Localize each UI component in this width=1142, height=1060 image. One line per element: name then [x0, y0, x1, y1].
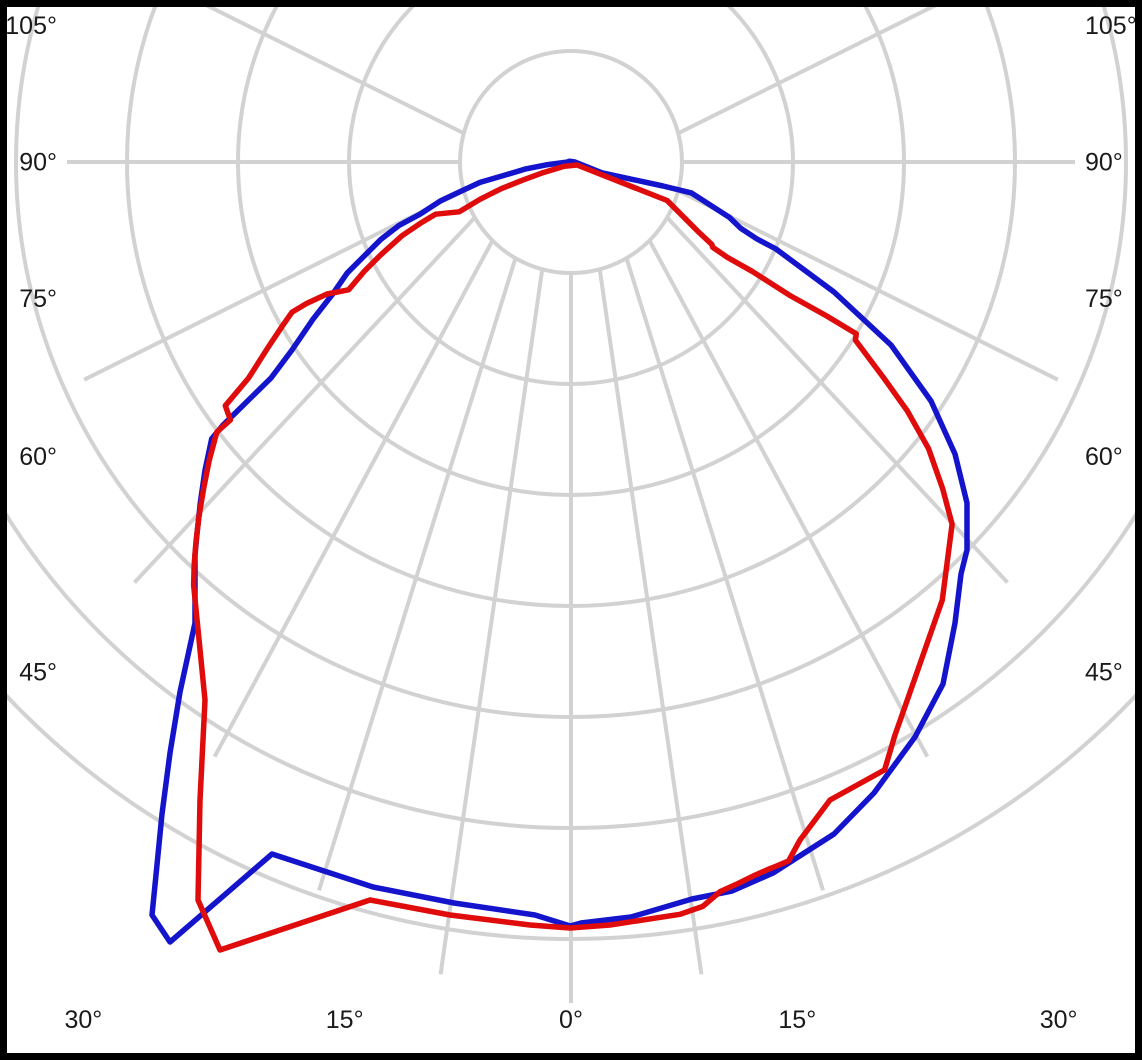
svg-text:105°: 105°	[5, 12, 57, 40]
svg-text:60°: 60°	[19, 443, 57, 471]
svg-text:15°: 15°	[326, 1006, 364, 1034]
svg-text:30°: 30°	[64, 1006, 102, 1034]
svg-text:90°: 90°	[19, 149, 57, 177]
svg-text:60°: 60°	[1085, 443, 1123, 471]
svg-text:15°: 15°	[778, 1006, 816, 1034]
svg-text:105°: 105°	[1085, 12, 1137, 40]
svg-text:45°: 45°	[1085, 659, 1123, 687]
svg-text:0°: 0°	[559, 1006, 583, 1034]
svg-text:75°: 75°	[19, 285, 57, 313]
svg-text:90°: 90°	[1085, 149, 1123, 177]
svg-text:45°: 45°	[19, 659, 57, 687]
svg-text:75°: 75°	[1085, 285, 1123, 313]
svg-text:30°: 30°	[1040, 1006, 1078, 1034]
